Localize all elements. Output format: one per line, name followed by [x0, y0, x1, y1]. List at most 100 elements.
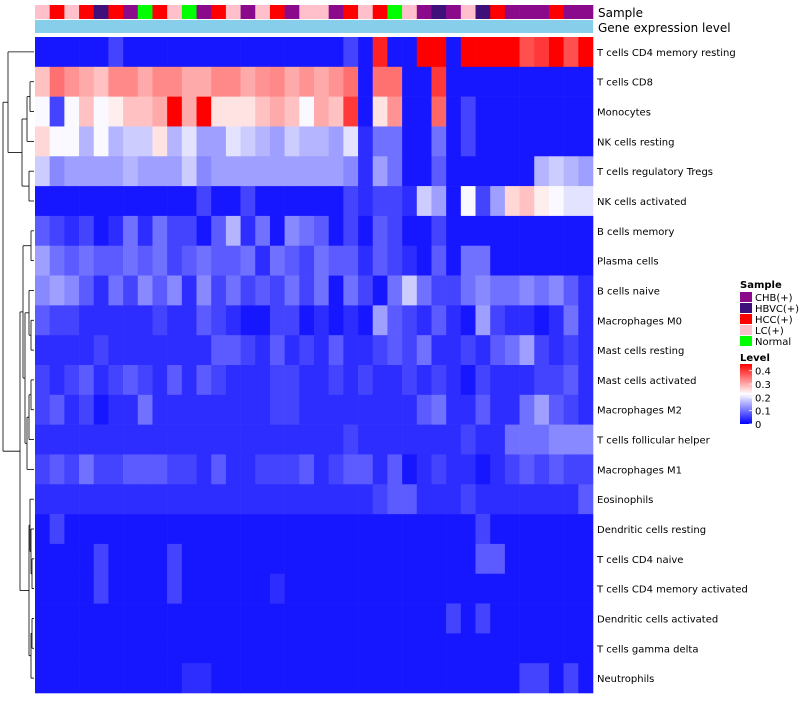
heatmap-cell [387, 424, 403, 455]
heatmap-cell [460, 663, 476, 694]
level-legend: Level 0.4 0.3 0.2 0.1 0 [740, 353, 771, 431]
heatmap-cell [211, 365, 227, 396]
heatmap-cell [490, 37, 506, 68]
heatmap-cell [387, 633, 403, 664]
heatmap-cell [446, 424, 462, 455]
heatmap-cell [284, 663, 300, 694]
heatmap-cell [402, 335, 418, 366]
heatmap-cell [211, 156, 227, 187]
heatmap-cell [123, 603, 139, 634]
heatmap-cell [284, 514, 300, 545]
heatmap-cell [240, 543, 256, 575]
heatmap-cell [167, 573, 183, 604]
heatmap-cell [79, 424, 95, 455]
heatmap-cell [49, 484, 65, 515]
heatmap-cell [490, 66, 506, 97]
heatmap-cell [108, 633, 124, 664]
heatmap-cell [387, 245, 403, 276]
heatmap-cell [49, 96, 65, 127]
heatmap-cell [563, 633, 579, 664]
heatmap-cell [563, 186, 579, 217]
heatmap-cell [196, 543, 212, 575]
heatmap-cell [343, 633, 359, 664]
heatmap-cell [314, 186, 329, 217]
heatmap-cell [519, 573, 535, 604]
heatmap-cell [475, 37, 491, 68]
heatmap-cell [181, 186, 197, 217]
heatmap-cell [504, 663, 520, 694]
heatmap-cell [299, 245, 315, 276]
heatmap-cell [534, 156, 550, 187]
heatmap-cell [196, 275, 212, 306]
sample-legend-swatch [740, 314, 752, 324]
heatmap-cell [196, 335, 212, 366]
heatmap-cell [416, 514, 432, 545]
heatmap-cell [167, 454, 183, 485]
heatmap-cell [284, 186, 300, 217]
heatmap-cell [49, 66, 65, 97]
heatmap-cell [123, 37, 139, 68]
heatmap-cell [534, 37, 550, 68]
heatmap-cell [460, 156, 476, 187]
heatmap-cell [578, 37, 594, 68]
heatmap-cell [314, 156, 329, 187]
heatmap-cell [269, 543, 285, 575]
heatmap-cell [446, 394, 462, 425]
heatmap-cell [284, 394, 300, 425]
heatmap-cell [137, 305, 153, 336]
heatmap-cell [358, 394, 374, 425]
sample-annotation-cell [358, 5, 374, 19]
heatmap-cell [475, 66, 491, 97]
heatmap-cell [534, 514, 550, 545]
heatmap-cell [64, 394, 80, 425]
heatmap-cell [284, 573, 300, 604]
row-label: Mast cells activated [597, 376, 696, 387]
heatmap-cell [460, 484, 476, 515]
heatmap-cell [255, 573, 271, 604]
heatmap-cell [519, 394, 535, 425]
heatmap-cell [35, 215, 50, 247]
heatmap-cell [108, 186, 124, 217]
heatmap-cell [578, 365, 594, 396]
sample-annotation-cell [64, 5, 80, 19]
heatmap-cell [64, 156, 80, 187]
heatmap-cell [108, 514, 124, 545]
heatmap-cell [578, 514, 594, 545]
heatmap-cell [548, 186, 564, 217]
heatmap-cell [431, 37, 447, 68]
heatmap-cell [269, 245, 285, 276]
heatmap-cell [108, 603, 124, 634]
heatmap-cell [211, 603, 227, 634]
heatmap-cell [299, 335, 315, 366]
heatmap-cell [79, 603, 95, 634]
heatmap-cell [358, 424, 374, 455]
heatmap-cell [372, 305, 388, 336]
heatmap-cell [137, 245, 153, 276]
heatmap-cell [225, 215, 241, 247]
heatmap-cell [181, 156, 197, 187]
heatmap-cell [225, 424, 241, 455]
heatmap-cell [343, 394, 359, 425]
heatmap-cell [152, 156, 168, 187]
heatmap-cell [255, 633, 271, 664]
heatmap-cell [284, 305, 300, 336]
heatmap-cell [284, 603, 300, 634]
heatmap-cell [416, 663, 432, 694]
row-labels: T cells CD4 memory resting T cells CD8 Mon… [596, 48, 748, 685]
heatmap-cell [534, 573, 550, 604]
heatmap-cell [255, 335, 271, 366]
heatmap-cell [372, 126, 388, 157]
heatmap-cell [504, 275, 520, 306]
track-label-sample: Sample [598, 6, 643, 20]
heatmap-cell [49, 245, 65, 276]
heatmap-cell [446, 603, 462, 634]
heatmap-cell [387, 186, 403, 217]
heatmap-cell [387, 514, 403, 545]
heatmap-cell [299, 424, 315, 455]
heatmap-cell [49, 603, 65, 634]
heatmap-cell [35, 663, 50, 694]
sample-annotation-cell [475, 5, 491, 19]
heatmap-cell [475, 96, 491, 127]
heatmap-cell [152, 543, 168, 575]
heatmap-cell [108, 126, 124, 157]
